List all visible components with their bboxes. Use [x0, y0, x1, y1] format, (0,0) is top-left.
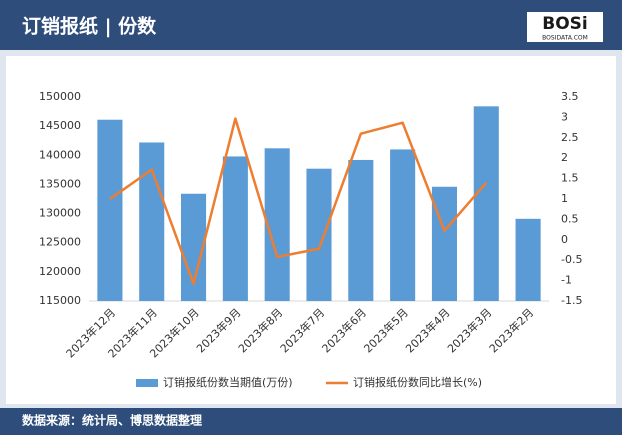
y2-tick-label: 1.5 — [561, 172, 579, 185]
y2-tick-label: 2.5 — [561, 131, 579, 144]
y2-tick-label: 2 — [561, 151, 568, 164]
bar — [264, 148, 290, 301]
y2-tick-label: -1.5 — [561, 294, 582, 307]
y-tick-label: 140000 — [39, 148, 81, 161]
header-band — [0, 0, 622, 50]
y-tick-label: 130000 — [39, 207, 81, 220]
y-tick-label: 145000 — [39, 119, 81, 132]
y2-tick-label: -1 — [561, 274, 572, 287]
logo: BOSi — [542, 14, 587, 34]
source-note: 数据来源：统计局、博思数据整理 — [22, 413, 202, 428]
y-tick-label: 115000 — [39, 294, 81, 307]
bar — [97, 119, 123, 301]
line — [109, 117, 488, 286]
y-tick-label: 120000 — [39, 265, 81, 278]
bar — [139, 142, 165, 301]
legend-swatch — [136, 379, 158, 387]
bar — [390, 149, 416, 301]
bar — [473, 106, 499, 301]
legend-label: 订销报纸份数同比增长(%) — [353, 375, 482, 389]
y-tick-label: 125000 — [39, 236, 81, 249]
y-tick-label: 150000 — [39, 90, 81, 103]
y2-tick-label: 3 — [561, 110, 568, 123]
bar — [431, 186, 457, 301]
y2-tick-label: -0.5 — [561, 253, 582, 266]
bar — [348, 159, 374, 301]
chart-title: 订销报纸 | 份数 — [22, 15, 157, 38]
logo-sub: BOSIDATA.COM — [542, 35, 588, 42]
y2-tick-label: 0 — [561, 233, 568, 246]
y2-tick-label: 1 — [561, 192, 568, 205]
logo-box — [527, 12, 603, 42]
bar — [306, 168, 332, 301]
footer-band — [0, 408, 622, 435]
y-tick-label: 135000 — [39, 177, 81, 190]
bar — [515, 218, 541, 301]
y2-tick-label: 3.5 — [561, 90, 579, 103]
legend-label: 订销报纸份数当期值(万份) — [163, 375, 293, 389]
bar — [222, 156, 248, 301]
y2-tick-label: 0.5 — [561, 212, 579, 225]
